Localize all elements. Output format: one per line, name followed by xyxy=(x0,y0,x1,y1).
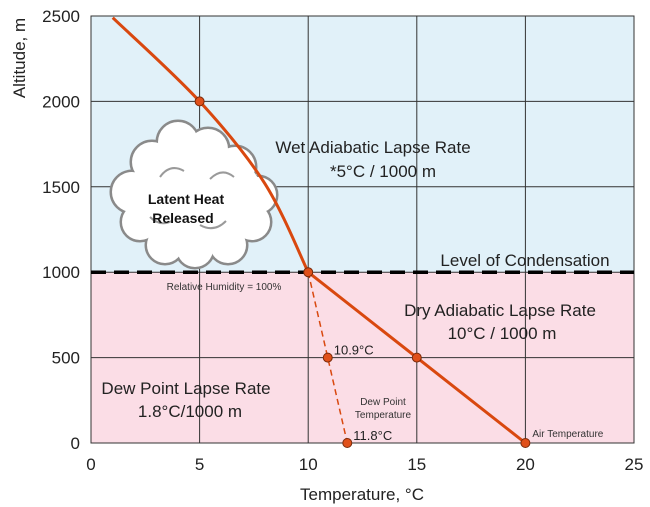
dew-point-lapse-title: Dew Point Lapse Rate xyxy=(101,379,270,398)
x-tick-label: 25 xyxy=(625,455,644,474)
y-tick-label: 1000 xyxy=(42,263,80,282)
data-point xyxy=(303,267,314,278)
data-points: Air Temperature 10.9°C 11.8°C xyxy=(194,96,604,448)
x-tick-label: 15 xyxy=(407,455,426,474)
humidity-label: Relative Humidity = 100% xyxy=(167,282,282,293)
wet-adiabatic-rate: *5°C / 1000 m xyxy=(330,162,436,181)
condensation-label: Level of Condensation xyxy=(440,251,609,270)
dew-point-label-line1: Dew Point xyxy=(360,397,406,408)
data-point xyxy=(194,96,205,107)
x-axis-label: Temperature, °C xyxy=(300,485,424,504)
x-tick-label: 10 xyxy=(299,455,318,474)
y-axis-label: Altitude, m xyxy=(10,18,29,98)
y-tick-label: 2500 xyxy=(42,7,80,26)
y-tick-label: 1500 xyxy=(42,178,80,197)
data-point xyxy=(411,352,422,363)
x-tick-label: 5 xyxy=(195,455,204,474)
dew-point-label-line2: Temperature xyxy=(355,410,412,421)
cloud-label-line2: Released xyxy=(152,210,213,226)
y-tick-label: 2000 xyxy=(42,92,80,111)
y-tick-labels: 0 500 1000 1500 2000 2500 xyxy=(42,7,80,453)
point-label: 11.8°C xyxy=(353,428,392,443)
y-tick-label: 500 xyxy=(52,349,80,368)
cloud-label-line1: Latent Heat xyxy=(148,191,225,207)
data-point xyxy=(520,438,531,448)
point-label: 10.9°C xyxy=(334,343,374,358)
x-tick-labels: 0 5 10 15 20 25 xyxy=(86,455,643,474)
dry-adiabatic-title: Dry Adiabatic Lapse Rate xyxy=(404,301,596,320)
dry-adiabatic-rate: 10°C / 1000 m xyxy=(448,324,557,343)
y-tick-label: 0 xyxy=(71,434,80,453)
dew-point-lapse-rate: 1.8°C/1000 m xyxy=(138,402,242,421)
air-temperature-curve xyxy=(111,16,527,445)
x-tick-label: 20 xyxy=(516,455,535,474)
plot-frame xyxy=(90,15,635,444)
point-label: Air Temperature xyxy=(532,429,603,440)
x-tick-label: 0 xyxy=(86,455,95,474)
wet-adiabatic-title: Wet Adiabatic Lapse Rate xyxy=(275,138,470,157)
cloud-icon xyxy=(109,119,279,270)
data-point xyxy=(322,352,333,363)
data-point xyxy=(342,438,353,448)
